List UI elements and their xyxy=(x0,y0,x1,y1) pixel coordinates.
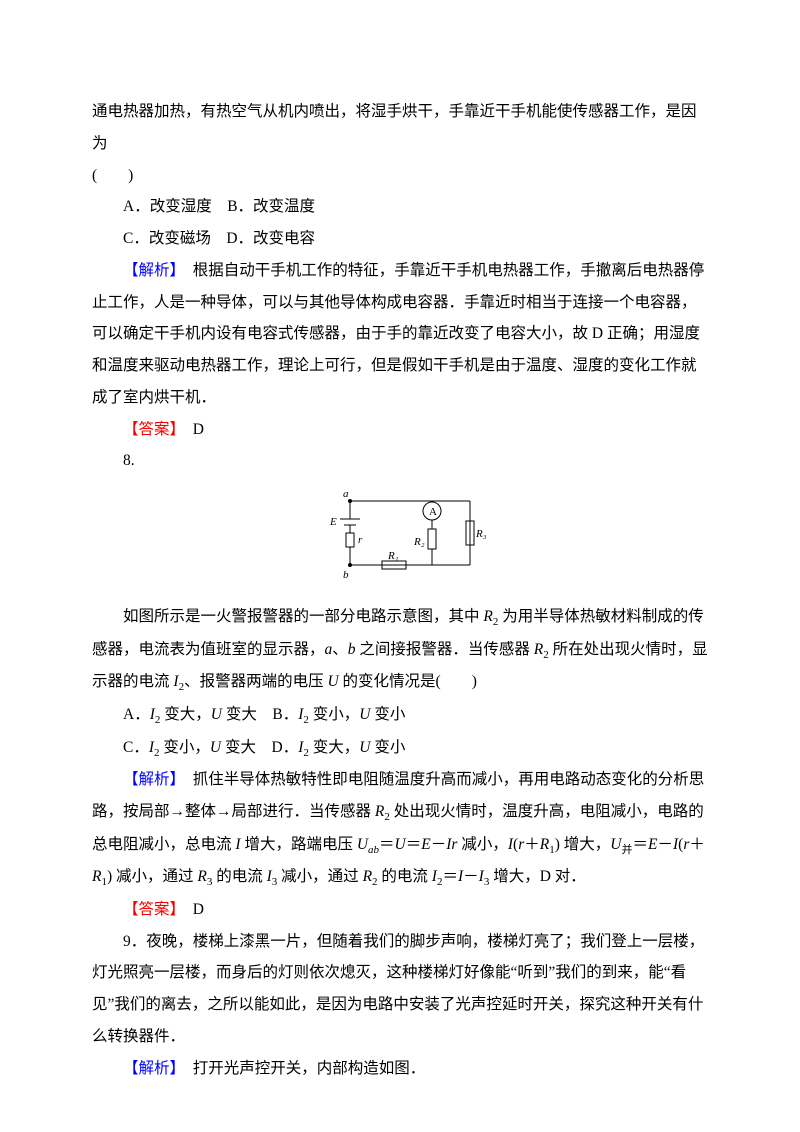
q8-answer: 【答案】 D xyxy=(92,894,708,926)
svg-text:E: E xyxy=(329,516,337,528)
document-page: 通电热器加热，有热空气从机内喷出，将湿手烘干，手靠近干手机能使传感器工作，是因为… xyxy=(0,0,800,1132)
q7-answer: 【答案】 D xyxy=(92,414,708,446)
q8-number: 8. xyxy=(92,445,708,477)
answer-label: 【答案】 xyxy=(123,901,177,918)
q7-stem-text: 通电热器加热，有热空气从机内喷出，将湿手烘干，手靠近干手机能使传感器工作，是因为 xyxy=(92,103,697,152)
svg-text:A: A xyxy=(429,506,437,518)
svg-text:R₁: R₁ xyxy=(387,550,399,562)
svg-text:r: r xyxy=(358,534,363,546)
q8-opts-2: C．I2 变小，U 变大 D．I2 变大，U 变小 xyxy=(92,732,708,765)
q7-opts-1: A．改变湿度 B．改变温度 xyxy=(92,191,708,223)
q7-analysis: 【解析】 根据自动干手机工作的特征，手靠近干手机电热器工作，手撤离后电热器停止工… xyxy=(92,255,708,414)
q8-stem: 如图所示是一火警报警器的一部分电路示意图，其中 R2 为用半导体热敏材料制成的传… xyxy=(92,601,708,699)
svg-text:R₂: R₂ xyxy=(413,536,425,548)
q8-analysis: 【解析】 抓住半导体热敏特性即电阻随温度升高而减小，再用电路动态变化的分析思路，… xyxy=(92,764,708,894)
analysis-label: 【解析】 xyxy=(123,262,177,279)
analysis-label: 【解析】 xyxy=(123,771,177,788)
svg-text:R₃: R₃ xyxy=(475,528,487,540)
q9-analysis: 【解析】 打开光声控开关，内部构造如图． xyxy=(92,1053,708,1085)
q7-opts-2: C．改变磁场 D．改变电容 xyxy=(92,223,708,255)
svg-text:b: b xyxy=(343,569,349,581)
q7-stem: 通电热器加热，有热空气从机内喷出，将湿手烘干，手靠近干手机能使传感器工作，是因为 xyxy=(92,96,708,160)
answer-label: 【答案】 xyxy=(123,421,177,438)
q9-stem: 9．夜晚，楼梯上漆黑一片，但随着我们的脚步声响，楼梯灯亮了；我们登上一层楼，灯光… xyxy=(92,926,708,1053)
analysis-label: 【解析】 xyxy=(123,1060,177,1077)
svg-text:a: a xyxy=(343,488,349,500)
q8-opts-1: A．I2 变大，U 变大 B．I2 变小，U 变小 xyxy=(92,699,708,732)
circuit-svg: a b E r A R₁ R₂ R₃ xyxy=(310,483,490,583)
q8-circuit-diagram: a b E r A R₁ R₂ R₃ xyxy=(92,483,708,595)
q7-blank: ( ) xyxy=(92,160,708,192)
